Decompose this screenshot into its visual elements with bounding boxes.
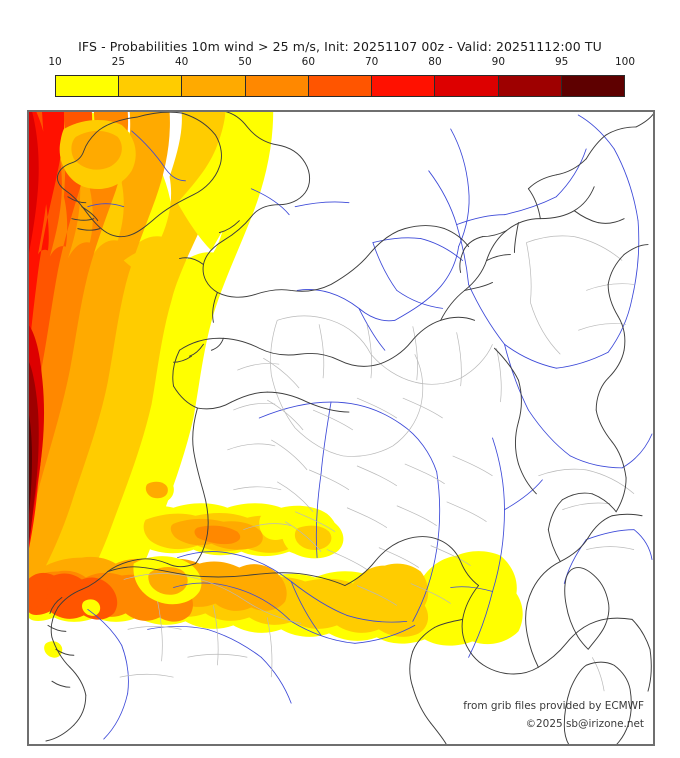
- colorbar-tick: 40: [174, 56, 189, 68]
- colorbar-tick: 80: [428, 56, 442, 68]
- colorbar-tick: 50: [238, 56, 252, 68]
- admin-borders-layer: [119, 235, 635, 692]
- colorbar-tick: 90: [491, 56, 506, 68]
- credit-copyright: ©2025 sb@irizone.net: [526, 718, 644, 730]
- prob-band-50-60: [28, 111, 193, 622]
- colorbar-tick: 60: [301, 56, 316, 68]
- rivers-layer: [87, 114, 653, 740]
- colorbar-tick: 70: [364, 56, 379, 68]
- colorbar-tick: 95: [554, 56, 569, 68]
- map-canvas[interactable]: from grib files provided by ECMWF ©2025 …: [28, 111, 654, 745]
- colorbar-segment-60-70: [308, 76, 373, 96]
- probability-field: [28, 111, 523, 658]
- coast-atlantic-france: [192, 407, 209, 565]
- colorbar-tick: 25: [111, 56, 126, 68]
- colorbar-segment-50-60: [245, 76, 309, 96]
- border-pyrenees: [344, 536, 480, 586]
- coast-ireland: [56, 111, 222, 238]
- colorbar-segment-70-80: [372, 76, 436, 96]
- page-title: IFS - Probabilities 10m wind > 25 m/s, I…: [78, 39, 602, 54]
- prob-blob-irish-sea: [177, 111, 264, 251]
- map-border: [28, 111, 654, 745]
- prob-dot-portugal: [44, 641, 63, 658]
- coastline-layer: [45, 111, 654, 745]
- colorbar-segment-40-50: [182, 76, 246, 96]
- prob-blob-pyrenees-east-core: [294, 525, 332, 551]
- coast-italy-nw: [537, 617, 633, 668]
- colorbar-tick: 10: [48, 56, 62, 68]
- prob-blob-galicia-inland-core: [148, 567, 188, 595]
- border-alps: [525, 515, 613, 668]
- colorbar-segment-90-95: [498, 76, 562, 96]
- prob-band-90-95: [28, 360, 39, 550]
- credit-source: from grib files provided by ECMWF: [463, 700, 644, 712]
- prob-streak-celtic: [123, 111, 228, 293]
- prob-blob-asturias-core: [145, 481, 168, 499]
- colorbar-tick: 100: [614, 56, 636, 68]
- coast-brittany: [179, 316, 476, 367]
- colorbar: 10 25 40 50 60 70 80 90 95 100: [48, 56, 635, 98]
- prob-band-80-90: [28, 111, 39, 259]
- coast-spain-north: [107, 566, 346, 586]
- coast-sardinia: [563, 661, 632, 745]
- prob-ireland-shade-core: [71, 130, 122, 170]
- colorbar-ticks: 10 25 40 50 60 70 80 90 95 100: [48, 56, 635, 72]
- map-frame[interactable]: from grib files provided by ECMWF ©2025 …: [27, 110, 655, 746]
- colorbar-strip: [55, 75, 625, 97]
- colorbar-segment-95-100: [561, 76, 624, 96]
- colorbar-segment-80-90: [435, 76, 499, 96]
- colorbar-segment-25-40: [119, 76, 183, 96]
- prob-band-60-70: [28, 111, 118, 620]
- prob-band-60-70-south: [28, 577, 48, 608]
- prob-dot-iberia: [82, 599, 101, 616]
- coast-corsica: [564, 567, 610, 650]
- coast-mediterranean: [461, 585, 539, 675]
- colorbar-segment-10-25: [56, 76, 120, 96]
